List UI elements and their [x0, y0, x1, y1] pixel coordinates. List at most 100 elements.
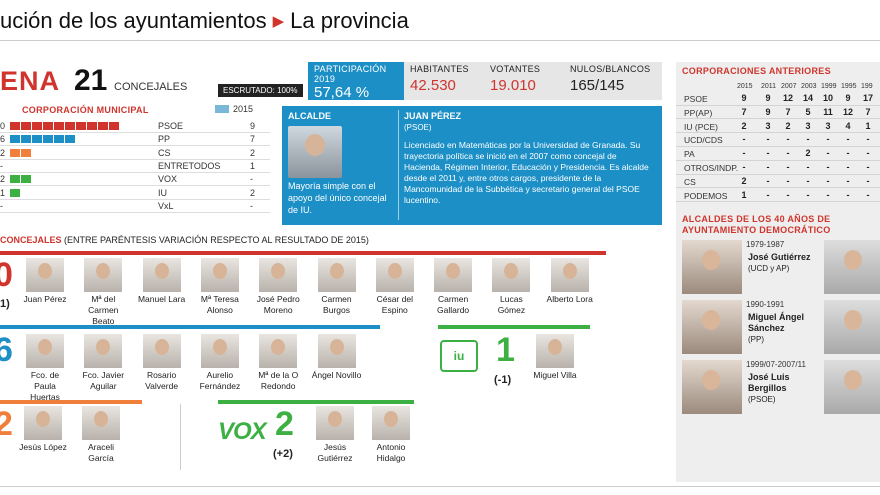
seat-value: - — [846, 162, 850, 172]
seat-value: 4 — [845, 120, 851, 131]
alcalde-party: (PSOE) — [404, 123, 432, 132]
seat-value: 9 — [845, 93, 851, 103]
divider — [0, 132, 270, 133]
concejal-photo — [317, 334, 356, 368]
seat-value: - — [846, 148, 850, 159]
seat-value: 12 — [842, 106, 853, 117]
seat-value: 1 — [741, 189, 747, 200]
concejal-card: José Pedro Moreno — [253, 258, 303, 316]
seat-count: 2 — [0, 174, 6, 185]
year-label: 1999 — [821, 83, 837, 90]
year-label: 2003 — [801, 83, 817, 90]
concejal-card: Fco. de Paula Huertas — [20, 334, 70, 403]
concejal-photo — [259, 258, 298, 292]
seat-value: - — [806, 162, 810, 172]
concejal-photo — [26, 258, 64, 292]
concejal-card: Araceli García — [76, 406, 126, 464]
seat-mark — [10, 188, 20, 197]
divider — [0, 145, 270, 147]
seat-value: 12 — [782, 93, 793, 103]
seat-value: 3 — [825, 120, 831, 131]
concejal-card: Mª de la O Redondo — [253, 334, 303, 392]
seat-value: 9 — [765, 106, 771, 117]
vox-logo: VOX — [218, 418, 267, 445]
pp-count: 6 — [0, 331, 13, 369]
seat-value: - — [806, 134, 810, 145]
concejal-photo — [434, 258, 473, 292]
seat-mark — [87, 122, 97, 130]
concejal-photo — [375, 258, 414, 292]
concejal-photo — [317, 258, 356, 292]
seat-mark — [10, 175, 20, 184]
seat-value: 3 — [805, 120, 811, 131]
seat-value: - — [806, 189, 810, 200]
seat-value: - — [742, 148, 746, 159]
concejal-name: Rosario Valverde — [145, 370, 179, 391]
seat-mark — [43, 122, 53, 130]
seat-value: - — [786, 134, 790, 145]
anteriores-row: PSOE 9 9 12 14 10 9 17 — [676, 92, 880, 106]
seat-value: - — [826, 189, 830, 200]
alcalde-years: 1979-1987 — [746, 240, 785, 249]
seat-mark — [10, 122, 20, 130]
seat-value: - — [766, 189, 770, 200]
concejal-name: Alberto Lora — [546, 294, 593, 304]
seat-count: 1 — [0, 187, 6, 198]
concejal-name: Ángel Novillo — [311, 370, 362, 380]
party-label: OTROS/INDP. — [684, 163, 739, 173]
year-label: 1995 — [841, 83, 857, 90]
seat-value: - — [786, 175, 790, 186]
seat-mark — [109, 122, 119, 130]
legend-label: 2015 — [233, 104, 254, 114]
iu-logo: iu — [440, 340, 478, 372]
seat-mark — [54, 122, 64, 130]
concejal-card: Lucas Gómez — [486, 258, 536, 316]
party-label: PSOE — [158, 121, 184, 131]
concejal-photo — [84, 334, 123, 368]
alcalde-party: (UCD y AP) — [748, 264, 790, 273]
seat-value: 17 — [862, 93, 873, 103]
seat-value: - — [806, 175, 810, 186]
seat-value: - — [742, 134, 746, 145]
page-title: ución de los ayuntamientos ▶ La provincia — [0, 8, 409, 33]
seat-value: - — [866, 162, 870, 172]
alcalde-party: (PP) — [748, 335, 764, 344]
seat-value: - — [866, 175, 870, 186]
party-label: CS — [158, 147, 171, 158]
concejales-total: 21 — [74, 64, 108, 97]
concejal-card: Mª Teresa Alonso — [195, 258, 245, 316]
concejal-name: César del Espino — [376, 294, 413, 315]
concejal-name: Araceli García — [88, 442, 114, 463]
habitantes-box: HABITANTES 42.530 — [404, 62, 484, 100]
concejal-photo — [316, 406, 354, 440]
seat-value: 7 — [785, 106, 791, 117]
concejal-card: Mª del Carmen Beato — [78, 258, 128, 327]
alcalde-bio: Licenciado en Matemáticas por la Univers… — [404, 140, 649, 205]
party-label: PODEMOS — [684, 190, 728, 201]
concejal-name: Fco. de Paula Huertas — [30, 370, 60, 402]
seat-value: - — [786, 162, 790, 172]
seat-value: - — [766, 134, 770, 145]
seat-value: - — [846, 134, 850, 145]
seat-mark — [10, 148, 20, 157]
alcalde-box: ALCALDE Mayoría simple con el apoyo del … — [282, 106, 662, 225]
concejal-card: Aurelio Fernández — [195, 334, 245, 392]
seat-value: - — [866, 134, 870, 145]
seat-mark — [65, 135, 75, 144]
concejal-name: Jesús Gutiérrez — [317, 442, 353, 463]
habitantes-value: 42.530 — [410, 77, 456, 94]
concejales-header-rest: (ENTRE PARÉNTESIS VARIACIÓN RESPECTO AL … — [61, 235, 369, 245]
alcalde-name: José Luis Bergillos — [748, 372, 790, 393]
party-label: IU — [158, 187, 167, 198]
seat-value: - — [766, 148, 770, 159]
prev-count: - — [250, 200, 253, 211]
nulos-label: NULOS/BLANCOS — [570, 64, 651, 74]
seat-value: 14 — [802, 93, 813, 103]
anteriores-row: PA - - - 2 - - - — [676, 147, 880, 161]
year-label: 2007 — [781, 83, 797, 90]
vox-count: 2 — [275, 405, 294, 443]
seat-bars — [10, 135, 160, 144]
seat-value: - — [826, 134, 830, 145]
iu-variation: (-1) — [494, 374, 512, 386]
seat-count: 0 — [0, 121, 6, 131]
